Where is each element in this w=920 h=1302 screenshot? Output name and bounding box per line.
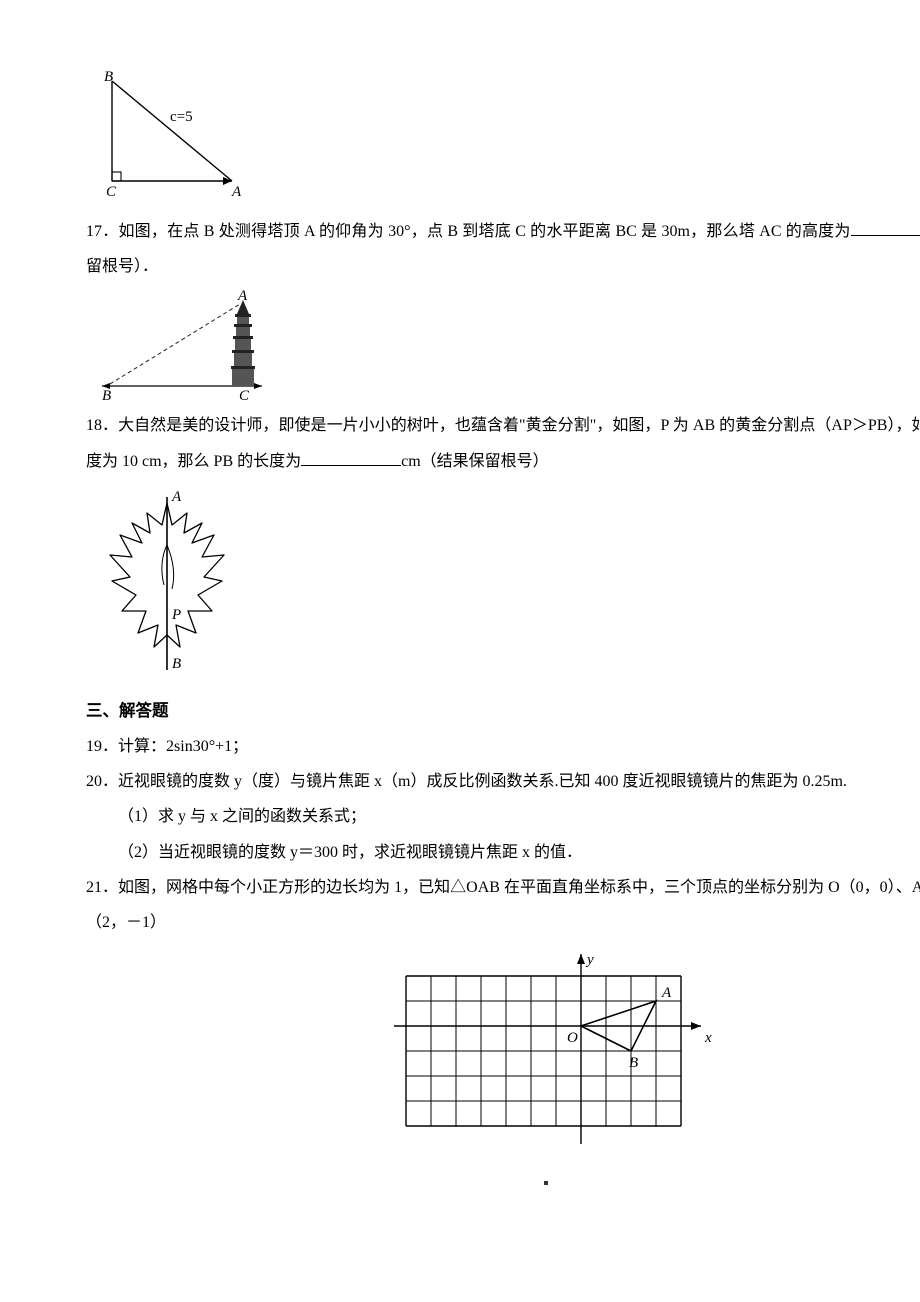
q18-number: 18． <box>86 417 118 434</box>
q18-blank <box>301 448 401 466</box>
q18-leaf-figure: A P B <box>92 485 242 685</box>
q17-tower <box>231 300 255 386</box>
q20-sub1: （1）求 y 与 x 之间的函数关系式； <box>86 799 920 834</box>
q17-number: 17． <box>86 223 118 240</box>
q21-text: 如图，网格中每个小正方形的边长均为 1，已知△OAB 在平面直角坐标系中，三个顶… <box>86 879 920 931</box>
q17-blank <box>851 218 920 236</box>
svg-text:y: y <box>585 952 594 968</box>
q20: 20．近视眼镜的度数 y（度）与镜片焦距 x（m）成反比例函数关系.已知 400… <box>86 764 920 799</box>
svg-text:B: B <box>629 1055 638 1071</box>
q17-tower-figure: B C A <box>92 290 282 400</box>
q18-label-A: A <box>171 489 182 505</box>
q18: 18．大自然是美的设计师，即使是一片小小的树叶，也蕴含着"黄金分割"，如图，P … <box>86 408 920 478</box>
q19: 19．计算：2sin30°+1； <box>86 729 920 764</box>
label-A: A <box>231 184 242 200</box>
section-3-heading: 三、解答题 <box>86 693 920 729</box>
q20-text: 近视眼镜的度数 y（度）与镜片焦距 x（m）成反比例函数关系.已知 400 度近… <box>118 773 847 790</box>
q18-label-B: B <box>172 656 181 672</box>
q18-label-P: P <box>171 607 181 623</box>
q21-grid <box>406 976 681 1126</box>
q21-labels: y x O A B <box>567 952 712 1071</box>
q19-number: 19． <box>86 738 118 755</box>
svg-text:x: x <box>704 1030 712 1046</box>
label-B: B <box>104 69 113 85</box>
q19-text: 计算：2sin30°+1； <box>118 738 248 755</box>
q20-sub2: （2）当近视眼镜的度数 y＝300 时，求近视眼镜镜片焦距 x 的值． <box>86 835 920 870</box>
q17: 17．如图，在点 B 处测得塔顶 A 的仰角为 30°，点 B 到塔底 C 的水… <box>86 214 920 284</box>
q17-label-C: C <box>239 388 250 400</box>
q16-triangle-figure: B C A c=5 <box>92 66 252 206</box>
svg-text:O: O <box>567 1030 578 1046</box>
q20-number: 20． <box>86 773 118 790</box>
svg-text:A: A <box>661 985 672 1001</box>
page-marker <box>86 1174 920 1190</box>
page-marker-square <box>544 1181 548 1185</box>
q21-number: 21． <box>86 879 118 896</box>
q17-label-B: B <box>102 388 111 400</box>
q21-axes <box>394 954 701 1144</box>
q18-text-after: cm（结果保留根号） <box>401 453 549 470</box>
label-C: C <box>106 184 117 200</box>
q17-text-before: 如图，在点 B 处测得塔顶 A 的仰角为 30°，点 B 到塔底 C 的水平距离… <box>118 223 850 240</box>
q21: 21．如图，网格中每个小正方形的边长均为 1，已知△OAB 在平面直角坐标系中，… <box>86 870 920 940</box>
label-c5: c=5 <box>170 109 193 125</box>
q21-grid-figure: y x O A B <box>376 946 716 1166</box>
